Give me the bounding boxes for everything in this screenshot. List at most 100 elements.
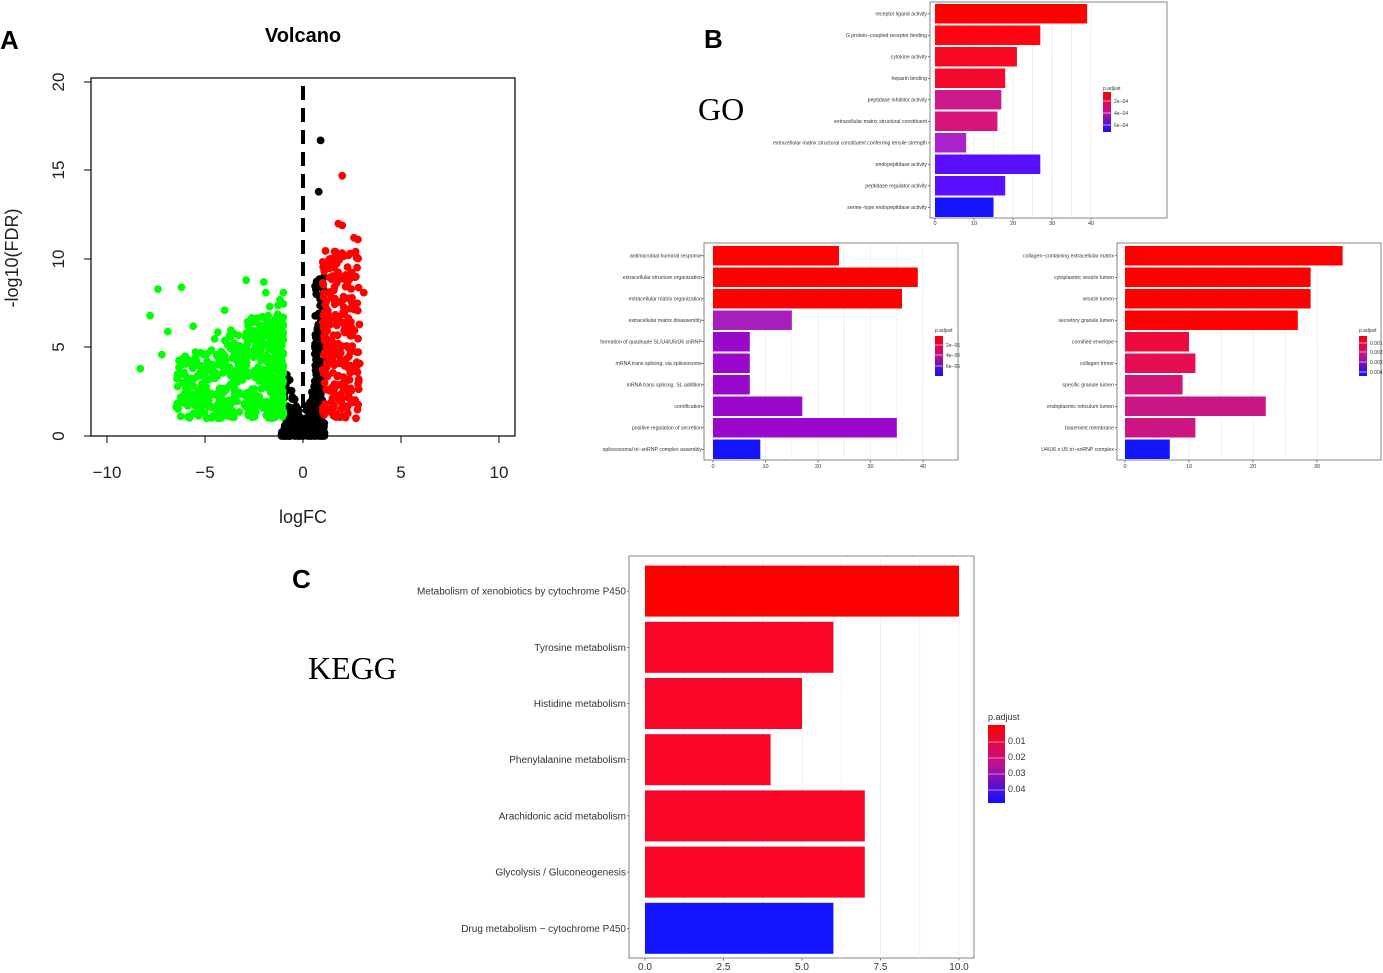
- bar-chart-2: antimicrobial humoral response extracellu…: [600, 242, 960, 470]
- bar: [935, 154, 1041, 174]
- bar: [935, 90, 1002, 110]
- category-label: endoplasmic reticulum lumen: [1047, 404, 1114, 410]
- volcano-point: [336, 349, 345, 357]
- volcano-point: [347, 386, 356, 395]
- volcano-point: [354, 254, 362, 263]
- volcano-point: [235, 408, 244, 416]
- volcano-point: [248, 318, 257, 326]
- bar: [713, 439, 761, 459]
- volcano-point: [136, 364, 145, 373]
- volcano-point: [330, 263, 338, 272]
- category-label: Glycolysis / Gluconeogenesis: [495, 868, 626, 879]
- volcano-point: [239, 359, 248, 368]
- volcano-point: [335, 274, 344, 283]
- category-label: mRNA trans splicing, via spliceosome: [616, 361, 703, 367]
- volcano-point: [257, 384, 266, 393]
- volcano-point: [207, 346, 216, 354]
- volcano-point: [279, 350, 288, 359]
- volcano-point: [323, 372, 332, 381]
- category-label: antimicrobial humoral response: [630, 254, 702, 260]
- bar: [713, 246, 839, 266]
- volcano-point: [246, 406, 255, 415]
- category-label: positive regulation of secretion: [632, 426, 702, 432]
- volcano-point: [304, 413, 313, 422]
- category-label: spliceosomal tri−snRNP complex assembly: [603, 447, 703, 453]
- category-label: U4/U6 x U5 tri−snRNP complex: [1041, 447, 1114, 453]
- volcano-point: [180, 370, 188, 379]
- volcano-point: [177, 283, 186, 292]
- volcano-point: [251, 395, 259, 404]
- volcano-point: [264, 406, 272, 415]
- bar: [1125, 439, 1170, 459]
- volcano-point: [354, 334, 362, 343]
- volcano-point: [332, 316, 341, 325]
- volcano-y-axis: 0 5 10 15 20: [49, 73, 92, 441]
- volcano-point: [241, 332, 250, 341]
- volcano-point: [189, 322, 198, 331]
- volcano-point: [275, 321, 284, 330]
- category-label: extracellular matrix structural constitu…: [834, 119, 927, 125]
- x-tick-label: 10: [1186, 464, 1192, 470]
- volcano-point: [271, 315, 279, 324]
- x-tick-label: 40: [1088, 221, 1094, 227]
- volcano-xtick: −10: [93, 463, 122, 482]
- volcano-point: [191, 348, 200, 356]
- volcano-point: [279, 410, 288, 419]
- volcano-point: [320, 334, 329, 342]
- volcano-point: [262, 351, 271, 360]
- volcano-point: [321, 247, 330, 255]
- bar: [645, 678, 802, 729]
- category-label: formation of quadruple SL/U4/U5/U6 snRNP: [600, 340, 702, 346]
- bar: [935, 111, 998, 131]
- volcano-point: [354, 375, 363, 384]
- volcano-point: [269, 394, 277, 403]
- volcano-point: [329, 411, 338, 420]
- x-tick-label: 0.0: [638, 962, 652, 973]
- volcano-point: [321, 308, 330, 317]
- volcano-point: [314, 427, 323, 436]
- volcano-point: [315, 388, 323, 396]
- bar: [935, 133, 967, 153]
- volcano-point: [270, 411, 279, 420]
- volcano-point: [184, 355, 192, 364]
- category-label: Phenylalanine metabolism: [509, 755, 626, 766]
- volcano-point: [272, 335, 281, 343]
- legend-tick-label: 4e−04: [1114, 111, 1128, 117]
- legend-tick-label: 6e−06: [946, 364, 960, 370]
- bar: [935, 25, 1041, 45]
- volcano-point: [237, 351, 246, 359]
- volcano-point: [327, 275, 336, 284]
- category-label: peptidase regulator activity: [865, 184, 927, 190]
- category-label: extracellular matrix structural constitu…: [773, 141, 927, 147]
- volcano-point: [242, 276, 251, 285]
- volcano-point: [209, 366, 218, 375]
- volcano-point: [276, 397, 285, 406]
- legend-tick-label: 2e−04: [1114, 99, 1128, 105]
- volcano-point: [194, 411, 203, 420]
- volcano-point: [189, 375, 198, 383]
- kegg-label: KEGG: [308, 650, 397, 686]
- volcano-point: [265, 373, 273, 382]
- volcano-point: [221, 398, 230, 406]
- legend-tick-label: 0.04: [1008, 784, 1026, 794]
- volcano-point: [146, 311, 155, 320]
- category-label: basement membrane: [1065, 426, 1114, 432]
- x-tick-label: 10: [762, 464, 768, 470]
- volcano-point: [263, 342, 272, 350]
- volcano-point: [316, 136, 325, 145]
- volcano-point: [352, 358, 361, 367]
- legend-tick-label: 0.004: [1370, 370, 1383, 376]
- x-tick-label: 0: [933, 221, 936, 227]
- legend-tick-label: 2e−06: [946, 343, 960, 349]
- volcano-points: [136, 136, 368, 440]
- volcano-point: [212, 352, 221, 360]
- bar: [645, 902, 834, 954]
- volcano-point: [230, 339, 239, 348]
- bar: [1125, 310, 1298, 330]
- volcano-point: [194, 397, 203, 405]
- volcano-point: [310, 377, 319, 386]
- x-tick-label: 40: [920, 464, 926, 470]
- volcano-point: [343, 263, 352, 271]
- volcano-point: [320, 289, 328, 297]
